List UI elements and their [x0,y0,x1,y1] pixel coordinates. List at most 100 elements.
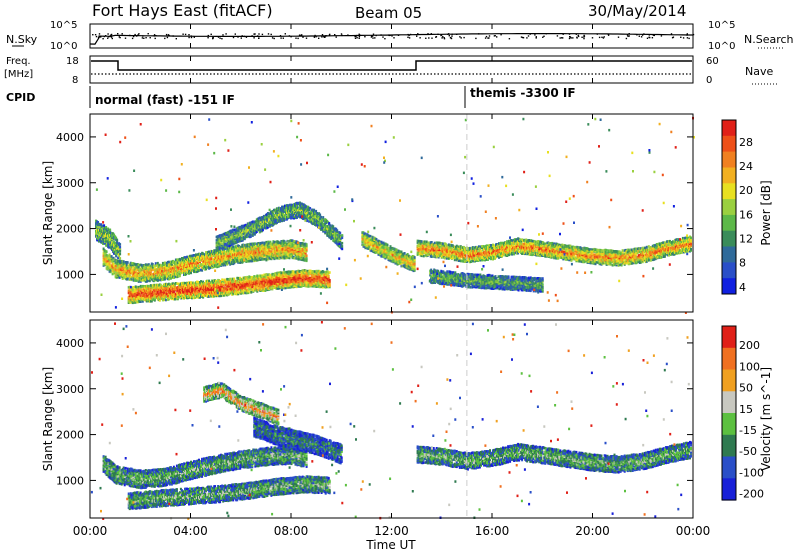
nsearch-point [648,34,650,36]
nsearch-point [607,34,610,36]
range-cell [142,285,145,288]
range-cell [332,225,335,228]
nsearch-point [670,33,673,35]
nsearch-point [556,35,559,37]
nsearch-point [364,36,366,38]
range-cell [290,252,293,255]
range-cell [280,248,283,252]
range-cell [197,280,199,284]
nsearch-point [155,35,157,37]
nsearch-point [522,37,525,39]
nsearch-point [121,33,123,35]
nsearch-point [508,38,511,40]
range-cell [203,255,206,259]
range-cell [157,278,160,282]
range-cell [220,260,223,264]
range-cell [135,297,138,301]
nsearch-point [290,36,292,38]
range-cell [102,264,105,267]
range-cell [159,274,162,278]
range-cell [213,262,216,266]
nsearch-point [110,36,113,38]
range-cell [208,279,211,283]
nsearch-point [305,37,308,39]
range-cell [289,255,292,258]
nsearch-point [119,36,121,39]
nsearch-point [134,33,136,36]
range-cell [141,300,144,303]
nsearch-point [535,37,537,39]
nsearch-point [219,37,221,39]
range-cell [297,258,300,261]
range-cell [165,270,168,274]
range-cell [118,266,121,270]
range-cell [179,267,182,270]
nsearch-point [210,33,212,35]
range-cell [125,264,128,267]
nsearch-point [646,37,649,39]
range-cell [341,234,344,237]
cpid-segment-normal: normal (fast) -151 IF [95,93,235,107]
nsearch-point [577,34,579,37]
nave-tick-top: 60 [706,56,719,67]
nsearch-point [356,37,358,39]
nsearch-point [427,33,429,35]
nsearch-point [493,35,496,37]
range-cell [280,241,283,244]
range-cell [254,252,257,256]
nsearch-point [98,35,100,37]
range-cell [220,254,223,257]
nsearch-point [358,37,360,39]
range-cell [281,250,284,253]
range-cell [224,256,227,260]
range-cell [187,260,189,264]
nsearch-point [254,33,256,35]
range-cell [159,286,162,289]
range-cell [240,258,243,261]
nsearch-point [638,35,640,37]
range-cell [270,245,273,248]
nsearch-point [258,37,260,39]
range-cell [300,254,303,257]
range-cell [288,256,291,260]
nsearch-point [166,36,169,39]
nsearch-point [92,34,94,36]
nsearch-point [225,33,227,35]
range-cell [301,248,304,251]
nsky-tick-bottom: 10^0 [50,41,77,52]
range-cell [227,252,230,256]
nsearch-point [459,36,461,38]
range-cell [240,255,243,258]
range-cell [199,260,201,264]
nsearch-point [431,37,433,39]
range-cell [248,251,251,254]
nsearch-point [682,37,685,39]
nsearch-point [651,37,654,39]
range-cell [297,251,300,254]
nsearch-point [562,37,564,39]
nsearch-point [447,33,449,35]
range-cell [223,262,226,265]
range-cell [267,240,270,244]
range-cell [278,257,281,260]
nsearch-point [478,33,480,35]
nsearch-point [109,35,112,38]
range-cell [217,252,220,256]
range-cell [220,258,223,261]
nsearch-point [393,37,395,39]
range-cell [200,268,202,272]
range-cell [265,253,268,256]
range-cell [341,245,344,248]
nsearch-point [105,35,107,37]
nsearch-point [131,37,134,40]
nsearch-point [355,35,357,38]
range-cell [157,286,160,289]
range-cell [108,262,111,265]
nave-tick-bottom: 0 [706,75,712,86]
nsearch-point [217,36,220,38]
range-cell [328,271,331,274]
range-cell [179,264,182,268]
range-cell [192,265,194,268]
range-cell [139,300,142,303]
range-cell [265,273,268,276]
